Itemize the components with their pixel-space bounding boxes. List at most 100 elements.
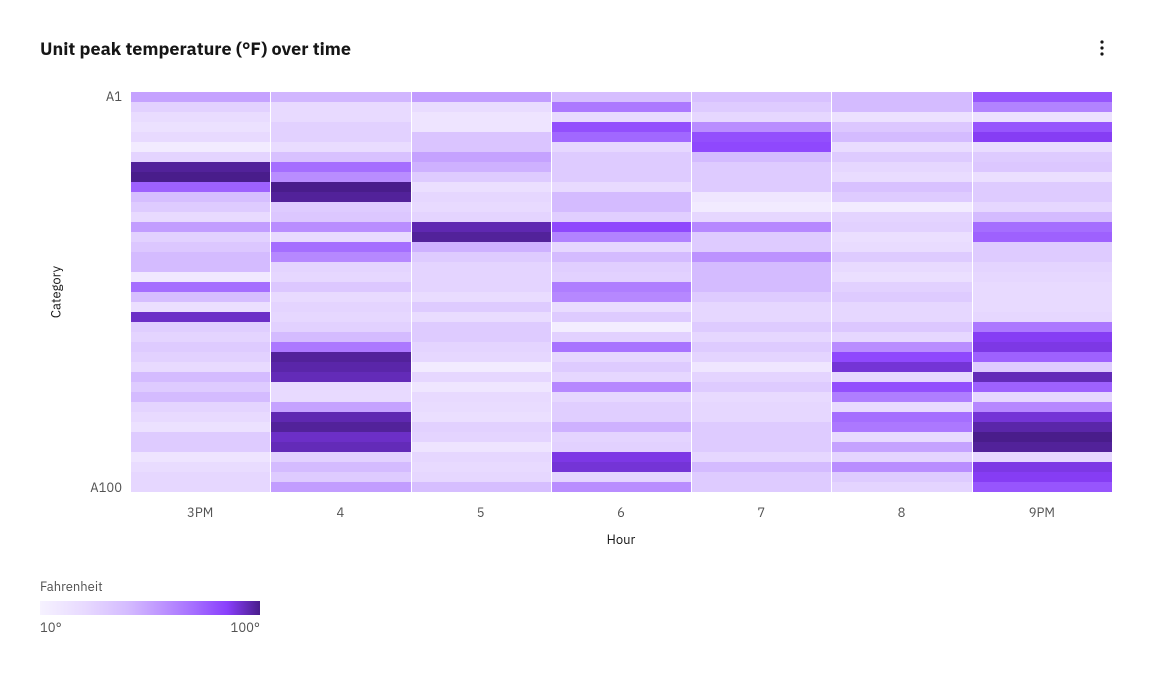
overflow-menu-icon[interactable] [1092, 38, 1112, 58]
heatmap-cell [973, 342, 1112, 352]
heatmap-cell [131, 312, 270, 322]
heatmap-cell [271, 132, 410, 142]
heatmap-cell [832, 272, 971, 282]
heatmap-cell [973, 302, 1112, 312]
heatmap-cell [692, 402, 831, 412]
heatmap-cell [692, 182, 831, 192]
heatmap-cell [131, 272, 270, 282]
heatmap-cell [271, 362, 410, 372]
heatmap-cell [692, 192, 831, 202]
heatmap-cell [973, 352, 1112, 362]
heatmap-cell [832, 372, 971, 382]
heatmap-cell [271, 202, 410, 212]
heatmap-cell [131, 282, 270, 292]
heatmap-cell [973, 402, 1112, 412]
heatmap-cell [552, 242, 691, 252]
heatmap-cell [973, 482, 1112, 492]
heatmap-cell [552, 422, 691, 432]
heatmap-col [691, 92, 831, 492]
heatmap-cell [271, 412, 410, 422]
heatmap-cell [412, 362, 551, 372]
heatmap-cell [412, 202, 551, 212]
heatmap-cell [412, 432, 551, 442]
heatmap-cell [692, 342, 831, 352]
heatmap [130, 92, 1112, 492]
heatmap-cell [832, 92, 971, 102]
heatmap-cell [832, 292, 971, 302]
heatmap-col [270, 92, 410, 492]
heatmap-cell [271, 212, 410, 222]
heatmap-cell [552, 432, 691, 442]
heatmap-col [411, 92, 551, 492]
heatmap-cell [552, 332, 691, 342]
heatmap-col [130, 92, 270, 492]
heatmap-cell [271, 372, 410, 382]
heatmap-cell [552, 482, 691, 492]
heatmap-cell [832, 442, 971, 452]
heatmap-cell [973, 202, 1112, 212]
heatmap-cell [832, 482, 971, 492]
heatmap-cell [412, 132, 551, 142]
legend-range: 10° 100° [40, 619, 260, 636]
heatmap-cell [973, 282, 1112, 292]
heatmap-cell [973, 232, 1112, 242]
heatmap-cell [271, 352, 410, 362]
heatmap-cell [973, 262, 1112, 272]
x-tick: 8 [831, 500, 971, 521]
heatmap-cell [832, 102, 971, 112]
heatmap-cell [692, 152, 831, 162]
heatmap-cell [552, 152, 691, 162]
heatmap-col [831, 92, 971, 492]
heatmap-cell [692, 132, 831, 142]
heatmap-cell [271, 332, 410, 342]
heatmap-cell [412, 192, 551, 202]
heatmap-col [972, 92, 1112, 492]
heatmap-cell [973, 172, 1112, 182]
heatmap-cell [131, 92, 270, 102]
heatmap-cell [412, 402, 551, 412]
heatmap-cell [832, 242, 971, 252]
heatmap-cell [271, 222, 410, 232]
heatmap-cell [552, 92, 691, 102]
heatmap-cell [692, 472, 831, 482]
heatmap-cell [271, 232, 410, 242]
heatmap-cell [131, 172, 270, 182]
heatmap-cell [832, 382, 971, 392]
heatmap-cell [271, 252, 410, 262]
heatmap-cell [271, 152, 410, 162]
heatmap-cell [271, 112, 410, 122]
heatmap-cell [832, 232, 971, 242]
heatmap-cell [412, 462, 551, 472]
heatmap-cell [832, 112, 971, 122]
heatmap-cell [832, 402, 971, 412]
heatmap-cell [973, 422, 1112, 432]
y-axis: Category A1 A100 [40, 92, 130, 492]
heatmap-cell [131, 472, 270, 482]
y-tick-last: A100 [90, 479, 122, 496]
heatmap-cell [552, 182, 691, 192]
heatmap-cell [973, 372, 1112, 382]
heatmap-cell [832, 192, 971, 202]
y-axis-label: Category [48, 266, 65, 318]
heatmap-cell [412, 382, 551, 392]
heatmap-cell [973, 122, 1112, 132]
heatmap-cell [832, 172, 971, 182]
heatmap-cell [692, 392, 831, 402]
heatmap-cell [692, 142, 831, 152]
heatmap-cell [552, 232, 691, 242]
heatmap-cell [552, 472, 691, 482]
heatmap-cell [973, 182, 1112, 192]
heatmap-cell [552, 172, 691, 182]
color-legend: Fahrenheit 10° 100° [40, 578, 280, 636]
heatmap-cell [692, 302, 831, 312]
heatmap-cell [271, 242, 410, 252]
heatmap-cell [973, 102, 1112, 112]
heatmap-cell [271, 192, 410, 202]
heatmap-cell [271, 432, 410, 442]
heatmap-cell [832, 332, 971, 342]
heatmap-cell [692, 412, 831, 422]
heatmap-cell [552, 132, 691, 142]
x-tick: 4 [270, 500, 410, 521]
heatmap-cell [692, 92, 831, 102]
heatmap-cell [131, 102, 270, 112]
